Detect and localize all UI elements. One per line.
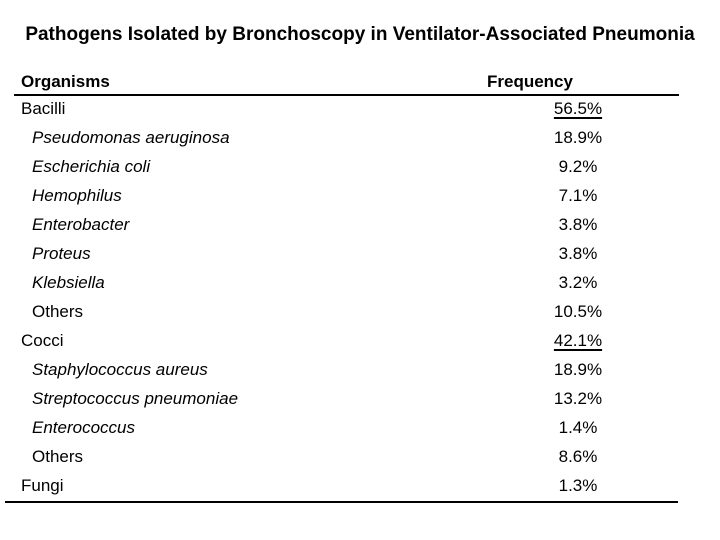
organism-name: Cocci [21,331,64,350]
table-row: Bacilli 56.5% [0,94,720,123]
table-row: Others 8.6% [0,442,720,471]
organism-name: Others [32,447,84,466]
organism-name: Escherichia coli [32,157,151,176]
table-row: Pseudomonas aeruginosa 18.9% [0,123,720,152]
frequency-value: 10.5% [553,302,603,321]
frequency-value: 18.9% [553,360,603,379]
organism-name: Hemophilus [32,186,122,205]
table-row: Cocci 42.1% [0,326,720,355]
bottom-divider-line [5,501,678,503]
table-row: Enterococcus 1.4% [0,413,720,442]
frequency-value: 1.3% [558,476,598,495]
frequency-value: 13.2% [553,389,603,408]
organism-name: Proteus [32,244,91,263]
organism-name: Enterococcus [32,418,135,437]
slide-title: Pathogens Isolated by Bronchoscopy in Ve… [25,24,695,45]
organism-name: Fungi [21,476,64,495]
organism-name: Others [32,302,84,321]
frequency-value: 3.2% [558,273,598,292]
table-row: Streptococcus pneumoniae 13.2% [0,384,720,413]
frequency-value: 42.1% [553,331,603,350]
pathogen-table-body: Bacilli 56.5% Pseudomonas aeruginosa 18.… [0,94,720,500]
column-header-frequency: Frequency [487,72,573,91]
table-row: Klebsiella 3.2% [0,268,720,297]
table-row: Fungi 1.3% [0,471,720,500]
table-row: Staphylococcus aureus 18.9% [0,355,720,384]
frequency-value: 56.5% [553,99,603,118]
frequency-value: 3.8% [558,244,598,263]
frequency-value: 1.4% [558,418,598,437]
frequency-value: 7.1% [558,186,598,205]
table-row: Proteus 3.8% [0,239,720,268]
organism-name: Enterobacter [32,215,130,234]
table-row: Others 10.5% [0,297,720,326]
frequency-value: 8.6% [558,447,598,466]
organism-name: Streptococcus pneumoniae [32,389,239,408]
frequency-value: 18.9% [553,128,603,147]
table-row: Escherichia coli 9.2% [0,152,720,181]
column-header-organisms: Organisms [21,72,110,91]
organism-name: Pseudomonas aeruginosa [32,128,230,147]
organism-name: Klebsiella [32,273,105,292]
frequency-value: 9.2% [558,157,598,176]
table-row: Hemophilus 7.1% [0,181,720,210]
frequency-value: 3.8% [558,215,598,234]
table-row: Enterobacter 3.8% [0,210,720,239]
organism-name: Staphylococcus aureus [32,360,208,379]
header-divider-line [14,94,679,96]
organism-name: Bacilli [21,99,66,118]
